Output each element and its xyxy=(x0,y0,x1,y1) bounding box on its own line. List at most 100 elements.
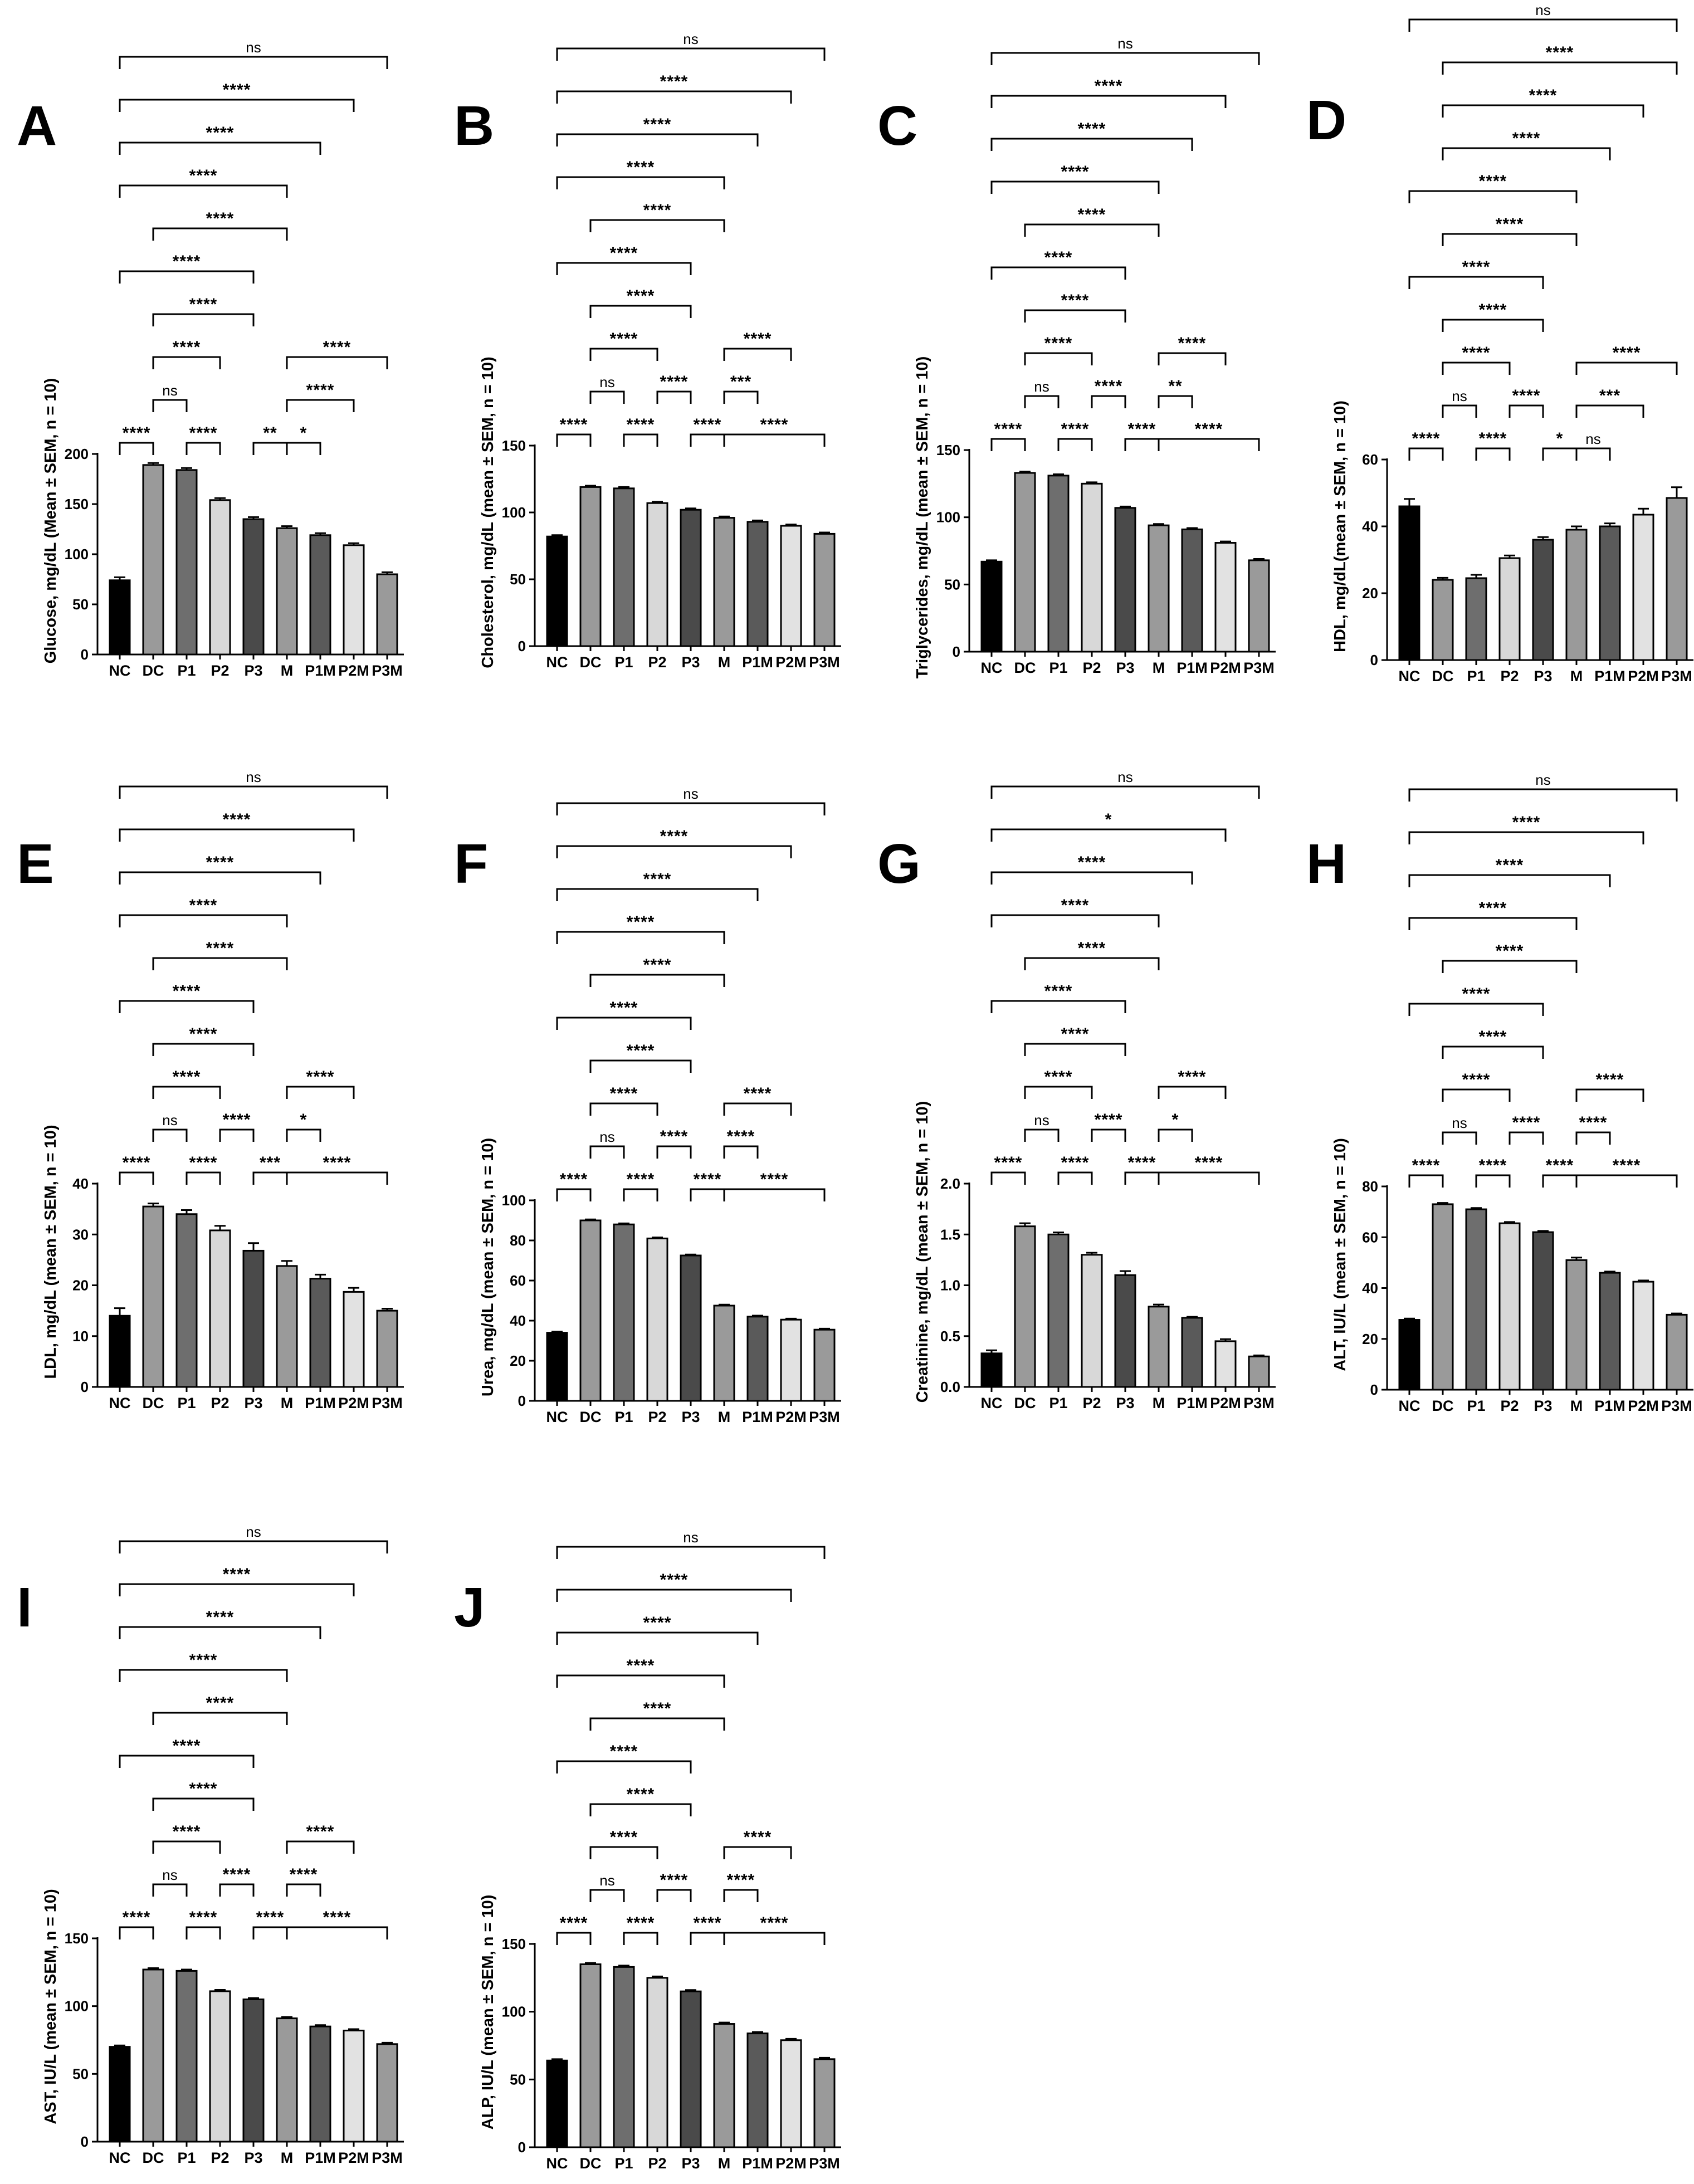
significance-bracket xyxy=(723,1145,759,1159)
significance-label: **** xyxy=(189,1154,218,1172)
y-tick-label: 50 xyxy=(72,2065,89,2082)
significance-bracket xyxy=(656,390,692,404)
significance-label: **** xyxy=(1546,1156,1574,1175)
bar-p1m xyxy=(1181,1317,1203,1388)
bar-p1m xyxy=(1599,525,1621,661)
significance-label: *** xyxy=(260,1154,281,1172)
category-label: P2 xyxy=(1082,659,1101,676)
significance-label: **** xyxy=(1195,1154,1223,1172)
y-axis-title: ALP, IU/L (mean ± SEM, n = 10) xyxy=(479,1895,497,2130)
significance-bracket xyxy=(152,1128,188,1142)
significance-bracket xyxy=(286,1086,355,1099)
significance-bracket xyxy=(286,1128,321,1142)
category-label: P3 xyxy=(681,1409,700,1425)
bar-dc xyxy=(1432,1203,1454,1391)
significance-bracket xyxy=(119,914,288,927)
significance-label: ns xyxy=(162,1867,177,1883)
significance-label: **** xyxy=(1479,429,1507,448)
significance-label: ns xyxy=(599,1128,614,1145)
significance-bracket xyxy=(723,1846,792,1859)
bar-p2m xyxy=(780,2039,802,2148)
significance-bracket xyxy=(119,1669,288,1682)
significance-bracket xyxy=(1057,1171,1093,1185)
category-label: NC xyxy=(546,1409,568,1425)
significance-label: **** xyxy=(1496,856,1524,874)
category-label: DC xyxy=(580,654,602,671)
significance-label: **** xyxy=(123,1154,151,1172)
significance-bracket xyxy=(1442,319,1544,332)
y-tick-label: 60 xyxy=(1362,451,1378,468)
significance-label: **** xyxy=(627,1042,655,1060)
y-tick-label: 40 xyxy=(1362,518,1378,535)
panel-d: D HDL, mg/dL(mean ± SEM, n = 10) 0 20 40 60 NC… xyxy=(1306,2,1693,685)
bar-p2m xyxy=(1632,514,1654,661)
category-label: P1 xyxy=(177,662,196,679)
significance-label: **** xyxy=(760,1914,789,1932)
significance-label: **** xyxy=(223,1111,251,1129)
significance-bracket xyxy=(990,438,1026,451)
significance-label: **** xyxy=(760,416,789,434)
significance-label: ns xyxy=(162,382,177,399)
significance-bracket xyxy=(1408,447,1444,461)
bar-p2 xyxy=(1498,557,1521,661)
bar-p3m xyxy=(1666,497,1688,661)
category-label: P2M xyxy=(338,2149,369,2166)
significance-label: **** xyxy=(1479,899,1507,917)
bar-dc xyxy=(142,1205,164,1388)
significance-bracket xyxy=(1158,395,1193,408)
significance-label: * xyxy=(1556,429,1564,448)
significance-bracket xyxy=(1575,1088,1644,1102)
bar-nc xyxy=(546,1332,568,1402)
significance-label: **** xyxy=(744,1828,772,1846)
significance-bracket xyxy=(723,1102,792,1116)
panel-label: B xyxy=(454,95,494,157)
significance-label: **** xyxy=(206,853,235,872)
bar-nc xyxy=(980,1352,1003,1388)
y-tick-label: 40 xyxy=(510,1312,526,1329)
significance-label: **** xyxy=(189,1908,218,1927)
bar-p1 xyxy=(1465,1208,1487,1391)
bar-dc xyxy=(579,1963,602,2148)
significance-label: **** xyxy=(1412,429,1441,448)
y-tick-label: 100 xyxy=(502,2004,526,2020)
significance-bracket xyxy=(589,1102,658,1116)
y-tick-label: 0 xyxy=(1370,1381,1378,1398)
y-tick-label: 200 xyxy=(65,446,89,462)
category-label: P3 xyxy=(681,2155,700,2172)
bar-m xyxy=(1148,524,1170,653)
category-label: P2M xyxy=(1210,659,1241,676)
significance-bracket xyxy=(1158,1171,1260,1185)
significance-bracket xyxy=(1408,1174,1444,1188)
bar-p3 xyxy=(680,1990,702,2148)
significance-label: ns xyxy=(246,1523,261,1540)
category-label: P2M xyxy=(338,1395,369,1411)
category-label: P3 xyxy=(1116,1395,1134,1411)
category-label: P1M xyxy=(742,654,773,671)
panel-label: J xyxy=(454,1576,485,1639)
significance-bracket xyxy=(152,1712,288,1725)
y-tick-label: 0 xyxy=(518,638,526,654)
category-label: P1 xyxy=(614,1409,633,1425)
y-tick-label: 0 xyxy=(81,1379,89,1395)
bar-p2 xyxy=(1081,482,1103,653)
significance-bracket xyxy=(1158,352,1227,365)
significance-label: ns xyxy=(246,769,261,785)
significance-label: **** xyxy=(610,1828,638,1846)
significance-bracket xyxy=(119,1926,154,1939)
bar-p2 xyxy=(1081,1254,1103,1388)
significance-bracket xyxy=(556,1589,792,1602)
bar-p1 xyxy=(1047,475,1070,653)
y-tick-label: 100 xyxy=(502,1192,526,1209)
significance-label: ns xyxy=(683,785,698,802)
significance-bracket xyxy=(119,1540,388,1553)
bar-p1 xyxy=(613,1966,635,2148)
category-label: P1M xyxy=(742,2155,773,2172)
bar-p1m xyxy=(746,521,769,647)
significance-bracket xyxy=(1408,1003,1544,1016)
category-label: P2M xyxy=(775,1409,807,1425)
significance-bracket xyxy=(119,828,355,842)
significance-bracket xyxy=(1408,831,1644,844)
bar-p3m xyxy=(813,532,836,647)
category-label: P3 xyxy=(244,2149,262,2166)
significance-label: **** xyxy=(1462,344,1491,362)
